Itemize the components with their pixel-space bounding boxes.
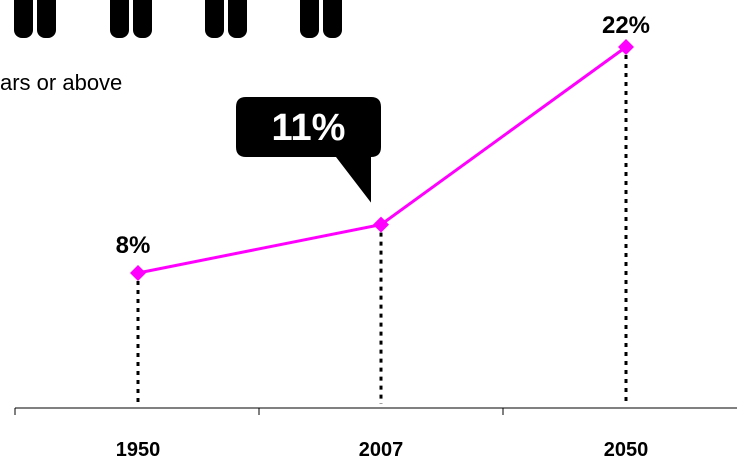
person-figure-icon bbox=[110, 0, 152, 38]
series-line bbox=[130, 39, 634, 281]
person-figure-icon bbox=[300, 0, 342, 38]
x-tick-label: 2007 bbox=[359, 439, 404, 461]
callout-bubble bbox=[236, 97, 381, 203]
callout: 11% bbox=[236, 97, 381, 203]
callout-label: 11% bbox=[272, 107, 346, 149]
data-label: 8% bbox=[116, 232, 151, 259]
person-figure-icon bbox=[205, 0, 247, 38]
x-tick-label: 2050 bbox=[604, 439, 649, 461]
person-figure-icon bbox=[14, 0, 56, 38]
series-path bbox=[137, 45, 627, 275]
data-point-marker bbox=[130, 265, 146, 281]
x-tick-label: 1950 bbox=[116, 439, 161, 461]
drop-lines bbox=[136, 55, 628, 404]
x-axis: 1950 2007 2050 bbox=[14, 407, 737, 461]
data-point-marker bbox=[373, 216, 389, 233]
subtitle: ars or above bbox=[0, 70, 123, 95]
data-label: 22% bbox=[602, 12, 650, 39]
data-labels: 8% 22% bbox=[116, 12, 650, 259]
figure-icons bbox=[14, 0, 342, 38]
data-point-marker bbox=[618, 39, 634, 55]
